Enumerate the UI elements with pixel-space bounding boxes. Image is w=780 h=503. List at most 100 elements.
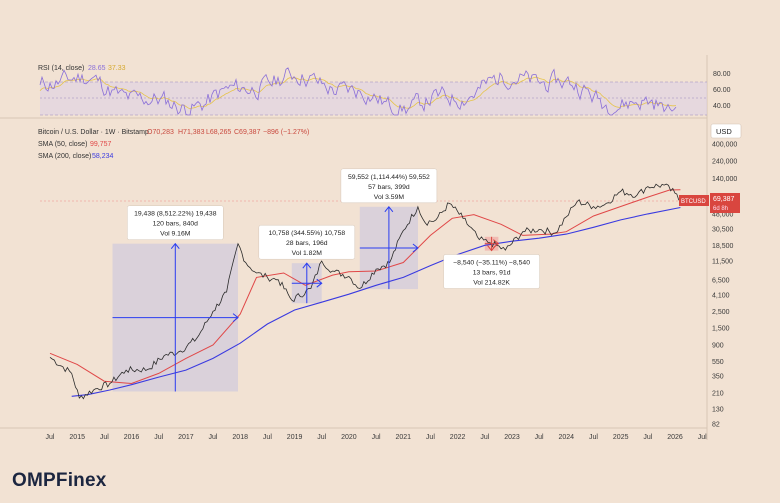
x-tick-label-19: 2024	[559, 434, 575, 441]
x-tick-label-3: 2016	[124, 434, 140, 441]
rsi-ma-line	[39, 76, 677, 110]
x-tick-label-21: 2025	[613, 434, 629, 441]
ohlc-open: O70,283	[147, 129, 174, 136]
rsi-tick-80: 80.00	[713, 71, 731, 78]
price-badge-symbol: BTCUSD	[681, 199, 706, 205]
y-tick-label-16: 130	[712, 406, 724, 413]
measure-label-line-1-1: 28 bars, 196d	[286, 240, 328, 247]
y-tick-label-8: 6,500	[712, 277, 730, 284]
y-tick-label-17: 82	[712, 422, 720, 429]
y-tick-label-15: 210	[712, 391, 724, 398]
ohlc-low: L68,265	[206, 129, 231, 136]
y-tick-label-1: 240,000	[712, 158, 737, 165]
y-tick-label-0: 400,000	[712, 142, 737, 149]
rsi-panel: RSI (14, close) 28.65 37.33 80.00 60.00 …	[38, 65, 731, 116]
x-tick-label-23: 2026	[667, 434, 683, 441]
x-tick-label-18: Jul	[535, 434, 544, 441]
sma200-legend-label: SMA (200, close)	[38, 153, 91, 160]
measure-label-line-0-0: 19,438 (8,512.22%) 19,438	[134, 211, 217, 218]
measure-label-card-0	[127, 205, 224, 240]
rsi-ma-legend-value: 37.33	[108, 65, 126, 72]
x-tick-label-22: Jul	[643, 434, 652, 441]
symbol-title: Bitcoin / U.S. Dollar · 1W · Bitstamp	[38, 129, 149, 136]
price-badge-countdown: 6d 8h	[713, 206, 728, 212]
measure-label-line-2-1: 57 bars, 399d	[368, 184, 410, 191]
x-tick-label-4: Jul	[154, 434, 163, 441]
sma50-legend-value: 99,757	[90, 141, 112, 148]
ompfinex-logo: OMPFinex	[12, 470, 107, 492]
sma50-legend-label: SMA (50, close)	[38, 141, 87, 148]
ohlc-close: C69,387	[234, 129, 261, 136]
measure-arrows	[112, 205, 500, 392]
y-tick-label-14: 350	[712, 374, 724, 381]
currency-button[interactable]: USD	[716, 127, 732, 136]
y-tick-label-10: 2,500	[712, 309, 730, 316]
sma200-line	[71, 206, 681, 397]
y-tick-label-4: 48,000	[712, 211, 734, 218]
measure-label-line-1-0: 10,758 (344.55%) 10,758	[268, 230, 345, 237]
measure-label-line-2-2: Vol 3.59M	[374, 194, 405, 201]
x-tick-label-14: Jul	[426, 434, 435, 441]
x-tick-label-17: 2023	[504, 434, 520, 441]
x-tick-label-1: 2015	[69, 434, 85, 441]
rsi-tick-60: 60.00	[713, 87, 731, 94]
measure-label-line-0-1: 120 bars, 840d	[153, 221, 199, 228]
logo-text-part1: OMPF	[12, 470, 68, 491]
x-tick-label-7: 2018	[232, 434, 248, 441]
x-tick-label-2: Jul	[100, 434, 109, 441]
y-tick-label-2: 140,000	[712, 176, 737, 183]
price-badge-value-bg	[710, 193, 740, 213]
measure-vhead-0	[170, 242, 180, 250]
logo-text-part3: nex	[73, 470, 107, 491]
price-legend: Bitcoin / U.S. Dollar · 1W · Bitstamp O7…	[38, 129, 309, 160]
x-tick-label-15: 2022	[450, 434, 466, 441]
measure-label-card-3	[443, 254, 540, 289]
logo-text-part2: i	[67, 470, 74, 491]
rsi-legend-value: 28.65	[88, 65, 106, 72]
measure-label-line-1-2: Vol 1.82M	[292, 250, 323, 257]
x-tick-label-10: Jul	[317, 434, 326, 441]
x-tick-label-12: Jul	[372, 434, 381, 441]
currency-button-bg[interactable]	[710, 123, 742, 139]
y-tick-label-12: 900	[712, 343, 724, 350]
x-tick-label-11: 2020	[341, 434, 357, 441]
price-badge: BTCUSD 69,387 6d 8h	[679, 193, 740, 213]
measure-label-line-3-2: Vol 214.82K	[473, 280, 510, 287]
x-tick-label-5: 2017	[178, 434, 194, 441]
y-tick-label-6: 18,500	[712, 243, 734, 250]
measure-hhead-0	[232, 313, 239, 322]
price-badge-symbol-bg	[679, 195, 709, 206]
sma200-legend-value: 58,234	[92, 153, 114, 160]
sma50-line	[49, 189, 681, 385]
y-tick-label-9: 4,100	[712, 293, 730, 300]
ohlc-high: H71,383	[178, 129, 205, 136]
y-tick-label-11: 1,500	[712, 326, 730, 333]
price-line	[49, 183, 681, 400]
x-tick-label-6: Jul	[209, 434, 218, 441]
ohlc-change: −896 (−1.27%)	[263, 129, 309, 136]
x-tick-label-13: 2021	[396, 434, 412, 441]
price-badge-value: 69,387	[713, 196, 735, 203]
measure-vhead-2	[384, 205, 394, 213]
rsi-line	[39, 67, 677, 116]
measure-hhead-1	[316, 278, 323, 288]
measure-label-line-2-0: 59,552 (1,114.44%) 59,552	[348, 174, 430, 181]
measure-hhead-3	[493, 239, 500, 249]
x-tick-label-20: Jul	[589, 434, 598, 441]
measure-label-card-2	[340, 168, 438, 204]
x-tick-label-8: Jul	[263, 434, 272, 441]
measure-label-line-0-2: Vol 9.16M	[160, 231, 191, 238]
measure-label-line-3-0: −8,540 (−35.11%) −8,540	[453, 260, 530, 267]
measure-labels: 19,438 (8,512.22%) 19,438 120 bars, 840d V…	[127, 168, 540, 289]
rsi-legend-label: RSI (14, close)	[38, 65, 84, 72]
x-tick-label-16: Jul	[480, 434, 489, 441]
x-axis-ticks: Jul 2015 Jul 2016 Jul 2017 Jul 2018 Jul 2019 Jul 20…	[46, 434, 708, 441]
measure-hhead-2	[412, 243, 419, 253]
measure-label-line-3-1: 13 bars, 91d	[473, 270, 511, 277]
x-tick-label-9: 2019	[287, 434, 303, 441]
measure-vhead-1	[302, 262, 312, 269]
y-tick-label-5: 30,500	[712, 226, 734, 233]
y-tick-label-7: 11,500	[712, 259, 733, 266]
rsi-tick-40: 40.00	[713, 103, 731, 110]
